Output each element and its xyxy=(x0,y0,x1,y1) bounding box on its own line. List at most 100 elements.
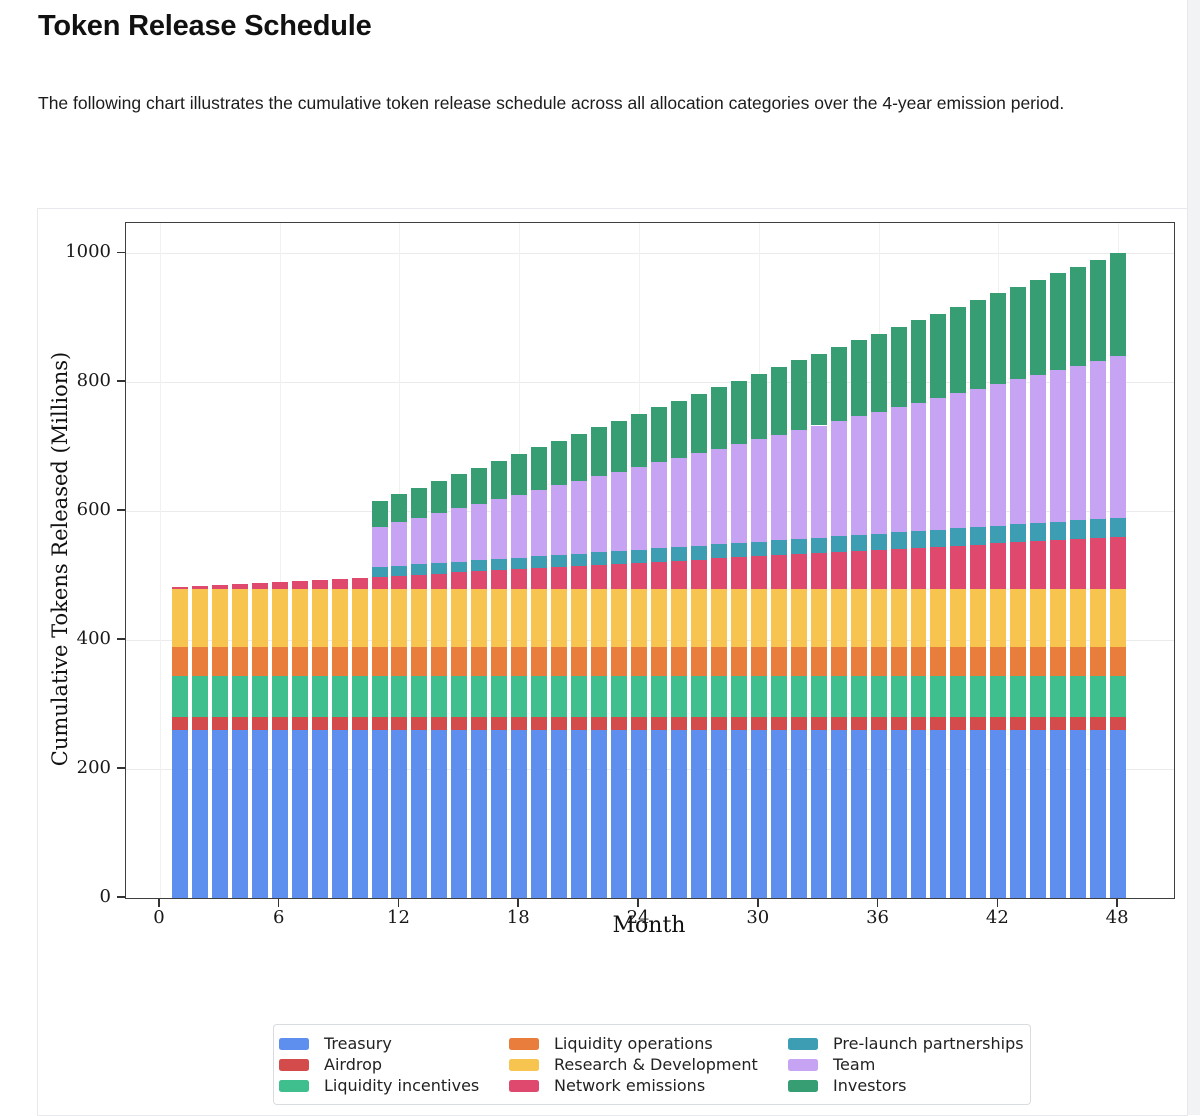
bar-month-20-segment-treasury xyxy=(551,730,568,898)
bar-month-46-segment-investors xyxy=(1070,266,1087,366)
bar-month-2-segment-airdrop xyxy=(191,717,208,731)
bar-month-11-segment-liquidity-operations xyxy=(371,646,388,676)
bar-month-9-segment-airdrop xyxy=(331,717,348,731)
bar-month-46-segment-treasury xyxy=(1070,730,1087,898)
bar-month-43-segment-pre-launch-partnerships xyxy=(1010,524,1027,543)
legend-item-network-emissions: Network emissions xyxy=(509,1075,788,1096)
bar-month-32-segment-treasury xyxy=(790,730,807,898)
bar-month-29-segment-treasury xyxy=(730,730,747,898)
bar-month-40-segment-research-development xyxy=(950,588,967,647)
bar-month-3-segment-liquidity-operations xyxy=(211,646,228,676)
bar-month-25-segment-liquidity-incentives xyxy=(650,675,667,718)
bar-month-34-segment-airdrop xyxy=(830,717,847,731)
x-tick-label-6: 6 xyxy=(272,907,285,928)
bar-month-25-segment-team xyxy=(650,462,667,549)
bar-month-11-segment-investors xyxy=(371,500,388,527)
bar-month-18-segment-pre-launch-partnerships xyxy=(511,557,528,570)
bar-month-46-segment-research-development xyxy=(1070,588,1087,647)
bar-month-1-segment-liquidity-incentives xyxy=(171,675,188,718)
bar-month-15-segment-team xyxy=(451,508,468,562)
bar-month-15-segment-pre-launch-partnerships xyxy=(451,561,468,573)
bar-month-8-segment-liquidity-incentives xyxy=(311,675,328,718)
bar-month-25-segment-investors xyxy=(650,407,667,463)
bar-month-24-segment-network-emissions xyxy=(631,562,647,589)
bar-month-37-segment-team xyxy=(890,407,907,533)
bar-month-44-segment-liquidity-incentives xyxy=(1030,675,1047,718)
bar-month-34-segment-pre-launch-partnerships xyxy=(830,536,847,552)
bar-month-39-segment-network-emissions xyxy=(930,546,947,589)
bar-month-16-segment-investors xyxy=(471,467,488,504)
bar-month-48-segment-liquidity-operations xyxy=(1110,646,1127,676)
bar-month-3-segment-liquidity-incentives xyxy=(211,675,228,718)
bar-month-24-segment-team xyxy=(631,466,647,550)
bar-month-13-segment-pre-launch-partnerships xyxy=(411,564,428,575)
bar-month-42-segment-network-emissions xyxy=(990,543,1007,589)
bar-month-11-segment-airdrop xyxy=(371,717,388,731)
bar-month-21-segment-team xyxy=(571,480,588,554)
bar-month-10-segment-liquidity-operations xyxy=(351,646,368,676)
bar-month-13-segment-treasury xyxy=(411,730,428,898)
bar-month-18-segment-investors xyxy=(511,454,528,495)
bar-month-46-segment-liquidity-operations xyxy=(1070,646,1087,676)
plot-area xyxy=(125,222,1175,899)
bar-month-33-segment-research-development xyxy=(810,588,827,647)
x-tick-label-48: 48 xyxy=(1105,907,1129,928)
bar-month-20-segment-liquidity-incentives xyxy=(551,675,568,718)
bar-month-29-segment-liquidity-operations xyxy=(730,646,747,676)
bar-month-47-segment-network-emissions xyxy=(1090,538,1107,589)
bar-month-22-segment-research-development xyxy=(591,588,608,647)
bar-month-27-segment-network-emissions xyxy=(690,559,707,589)
gridline-y-200 xyxy=(126,769,1174,771)
bar-month-22-segment-liquidity-incentives xyxy=(591,675,608,718)
gridline-x-0 xyxy=(159,223,161,898)
bar-month-32-segment-investors xyxy=(790,360,807,431)
bar-month-37-segment-network-emissions xyxy=(890,548,907,589)
bar-month-32-segment-airdrop xyxy=(790,717,807,731)
bar-month-41-segment-airdrop xyxy=(970,717,987,731)
bar-month-41-segment-research-development xyxy=(970,588,987,647)
bar-month-6-segment-airdrop xyxy=(271,717,288,731)
page-title: Token Release Schedule xyxy=(38,10,372,42)
bar-month-36-segment-research-development xyxy=(870,588,887,647)
legend-swatch-pre-launch-partnerships xyxy=(788,1037,818,1050)
bar-month-33-segment-liquidity-incentives xyxy=(810,675,827,718)
bar-month-39-segment-airdrop xyxy=(930,717,947,731)
bar-month-43-segment-network-emissions xyxy=(1010,542,1027,589)
bar-month-23-segment-treasury xyxy=(611,730,628,898)
bar-month-47-segment-airdrop xyxy=(1090,717,1107,731)
scrollbar-track[interactable] xyxy=(1187,0,1200,1115)
bar-month-13-segment-investors xyxy=(411,487,428,518)
bar-month-33-segment-pre-launch-partnerships xyxy=(810,537,827,554)
bar-month-28-segment-team xyxy=(710,448,727,545)
bar-month-38-segment-pre-launch-partnerships xyxy=(910,531,927,548)
bar-month-27-segment-pre-launch-partnerships xyxy=(690,545,707,560)
bar-month-23-segment-research-development xyxy=(611,588,628,647)
bar-month-14-segment-treasury xyxy=(431,730,448,898)
bar-month-39-segment-treasury xyxy=(930,730,947,898)
bar-month-31-segment-liquidity-incentives xyxy=(770,675,787,718)
bar-month-19-segment-research-development xyxy=(531,588,548,647)
bar-month-47-segment-liquidity-operations xyxy=(1090,646,1107,676)
bar-month-4-segment-airdrop xyxy=(231,717,248,731)
bar-month-34-segment-team xyxy=(830,420,847,537)
bar-month-39-segment-investors xyxy=(930,313,947,398)
bar-month-14-segment-research-development xyxy=(431,588,448,647)
bar-month-33-segment-network-emissions xyxy=(810,553,827,589)
x-tick-mark-18 xyxy=(517,898,519,907)
bar-month-40-segment-liquidity-incentives xyxy=(950,675,967,718)
bar-month-17-segment-airdrop xyxy=(491,717,508,731)
bar-month-42-segment-liquidity-incentives xyxy=(990,675,1007,718)
bar-month-21-segment-investors xyxy=(571,434,588,481)
bar-month-21-segment-airdrop xyxy=(571,717,588,731)
bar-month-20-segment-pre-launch-partnerships xyxy=(551,555,568,568)
bar-month-38-segment-liquidity-incentives xyxy=(910,675,927,718)
bar-month-28-segment-network-emissions xyxy=(710,558,727,589)
bar-month-17-segment-treasury xyxy=(491,730,508,898)
bar-month-9-segment-network-emissions xyxy=(331,578,348,589)
bar-month-45-segment-liquidity-operations xyxy=(1050,646,1067,676)
x-tick-label-18: 18 xyxy=(506,907,530,928)
bar-month-28-segment-airdrop xyxy=(710,717,727,731)
bar-month-4-segment-research-development xyxy=(231,588,248,647)
bar-month-21-segment-treasury xyxy=(571,730,588,898)
bar-month-38-segment-airdrop xyxy=(910,717,927,731)
